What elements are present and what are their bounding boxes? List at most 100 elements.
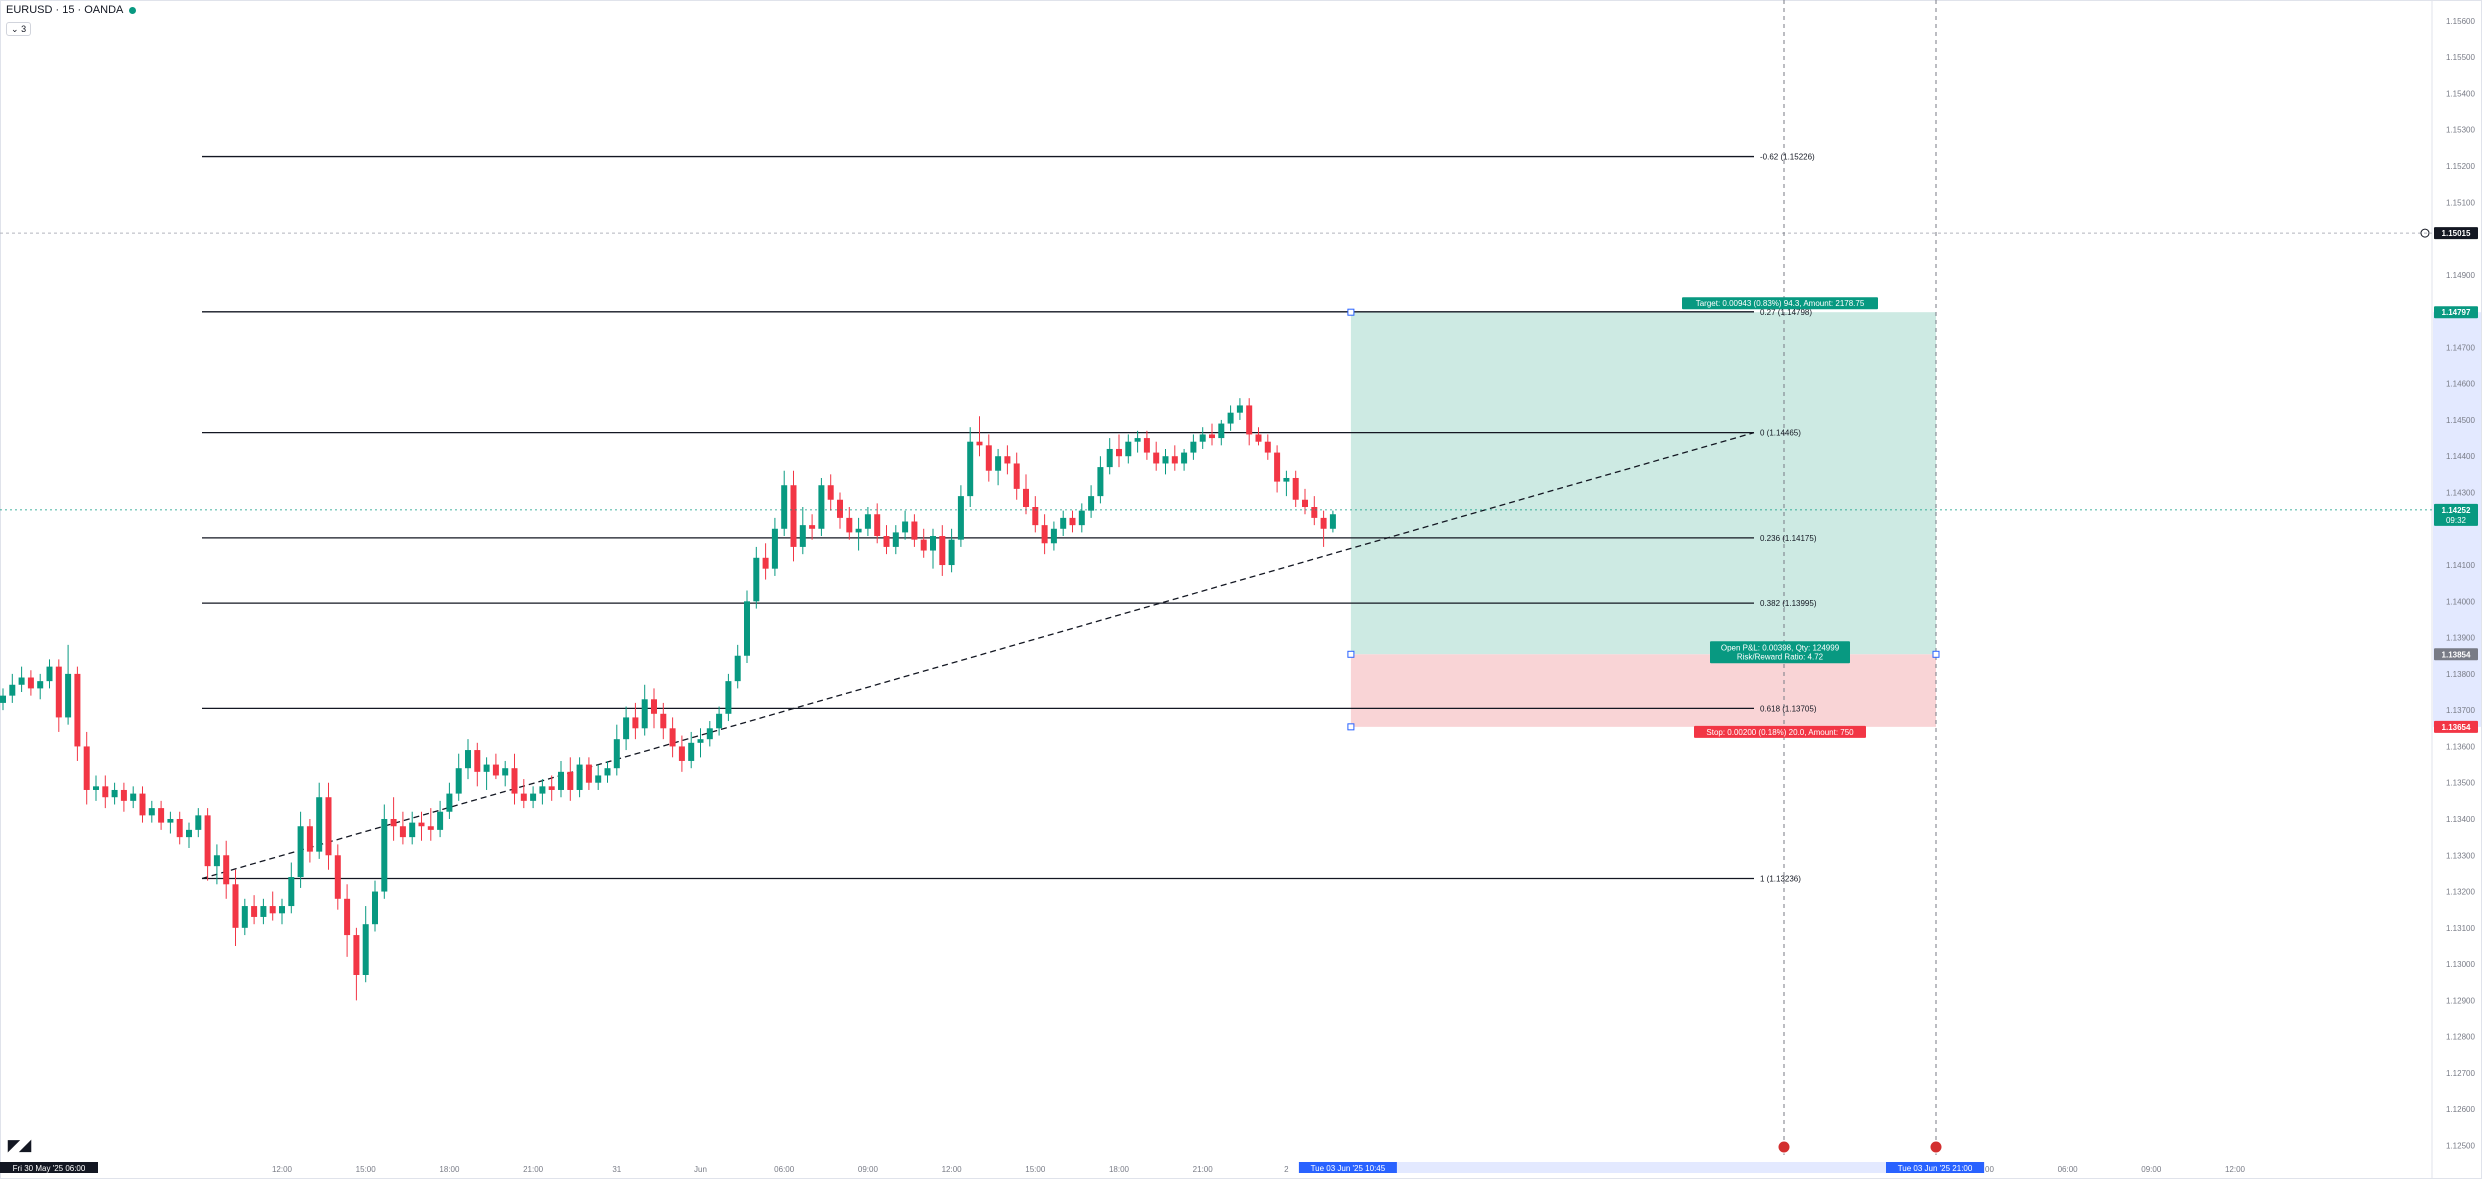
candle-body — [641, 699, 648, 729]
price-badge-text: 1.15015 — [2442, 229, 2471, 238]
candle-body — [213, 855, 220, 867]
x-tick-label: Jun — [694, 1165, 707, 1174]
open-pnl-label: Open P&L: 0.00398, Qty: 124999 — [1721, 643, 1840, 652]
price-badge-text: 1.14252 — [2442, 506, 2471, 515]
price-badge-entry — [2434, 648, 2478, 661]
candle-body — [734, 655, 741, 682]
candle-body — [558, 771, 564, 790]
y-tick-label: 1.14500 — [2446, 416, 2475, 425]
x-tick-label: 31 — [612, 1165, 621, 1174]
candle-body — [176, 818, 183, 838]
fib-level-label: 1 (1.13236) — [1760, 874, 1801, 883]
candle-body — [390, 818, 397, 827]
candle-body — [511, 768, 518, 794]
fib-level-label: 0.236 (1.14175) — [1760, 534, 1817, 543]
y-tick-label: 1.14000 — [2446, 597, 2475, 606]
time-axis-range-highlight — [1349, 1162, 1985, 1173]
candle-body — [1292, 477, 1299, 500]
candle-body — [623, 717, 630, 740]
end-date-badge-bg — [1886, 1162, 1984, 1173]
candle-body — [1097, 467, 1104, 497]
x-tick-label: 06:00 — [2058, 1165, 2079, 1174]
start-date-badge: Fri 30 May '25 06:00 — [13, 1164, 86, 1173]
y-tick-label: 1.15500 — [2446, 53, 2475, 62]
y-tick-label: 1.13600 — [2446, 742, 2475, 751]
target-label: Target: 0.00943 (0.83%) 94.3, Amount: 21… — [1696, 299, 1865, 308]
price-badge-alert — [2434, 227, 2478, 240]
candle-body — [1088, 496, 1095, 511]
entry-date-badge: Tue 03 Jun '25 10:45 — [1311, 1164, 1386, 1173]
candle-body — [269, 906, 276, 914]
candle-body — [669, 728, 676, 747]
chart-legend[interactable]: EURUSD · 15 · OANDA — [6, 4, 137, 16]
candle-body — [55, 666, 62, 718]
x-tick-label: 15:00 — [1025, 1165, 1046, 1174]
price-badge-text: 1.13854 — [2442, 650, 2471, 659]
entry-date-badge-bg — [1298, 1162, 1397, 1173]
y-tick-label: 1.14300 — [2446, 488, 2475, 497]
candle-body — [1078, 510, 1085, 526]
position-handle[interactable] — [1347, 650, 1355, 658]
candle-body — [920, 539, 927, 551]
candle-body — [1162, 456, 1169, 464]
target-label-bg — [1682, 297, 1878, 310]
y-tick-label: 1.14100 — [2446, 561, 2475, 570]
market-status-icon — [129, 6, 137, 14]
x-tick-label: 09:00 — [858, 1165, 879, 1174]
end-date-badge: Tue 03 Jun '25 21:00 — [1898, 1164, 1973, 1173]
candle-body — [1255, 434, 1262, 442]
candle-body — [874, 514, 881, 537]
fib-level-label: 0.382 (1.13995) — [1760, 599, 1817, 608]
candle-body — [1302, 499, 1308, 508]
economic-event-icon[interactable] — [1777, 1140, 1791, 1154]
y-tick-label: 1.13400 — [2446, 815, 2475, 824]
candle-body — [995, 456, 1002, 471]
candle-body — [167, 818, 174, 823]
candle-body — [985, 445, 992, 471]
candle-body — [1171, 456, 1178, 464]
candle-body — [632, 717, 639, 729]
candle-body — [260, 906, 267, 917]
candle-body — [437, 811, 444, 830]
candle-body — [1246, 405, 1253, 435]
position-handle[interactable] — [1932, 650, 1940, 658]
candle-body — [455, 768, 462, 794]
y-tick-label: 1.14900 — [2446, 271, 2475, 280]
candle-body — [381, 818, 388, 892]
position-handle[interactable] — [1347, 308, 1355, 316]
candle-body — [1032, 507, 1039, 526]
x-tick-label: 12:00 — [2225, 1165, 2246, 1174]
candle-body — [204, 815, 211, 867]
economic-event-icon[interactable] — [1929, 1140, 1943, 1154]
y-tick-label: 1.13900 — [2446, 634, 2475, 643]
candle-body — [37, 681, 44, 689]
y-tick-label: 1.13800 — [2446, 670, 2475, 679]
candle-body — [353, 935, 360, 975]
indicators-toggle[interactable]: ⌄ 3 — [6, 22, 32, 36]
candle-body — [725, 681, 732, 714]
candle-body — [427, 826, 434, 830]
candle-body — [83, 746, 90, 790]
candle-body — [790, 485, 797, 547]
candle-body — [492, 764, 499, 776]
candle-body — [595, 775, 602, 783]
position-handle[interactable] — [1347, 723, 1355, 731]
candle-body — [279, 906, 285, 914]
x-tick-label: 12:00 — [272, 1165, 293, 1174]
y-tick-label: 1.12500 — [2446, 1141, 2475, 1150]
alert-clock-icon — [2420, 228, 2430, 238]
candle-body — [957, 496, 964, 540]
candle-body — [1190, 441, 1197, 453]
candle-body — [697, 739, 704, 743]
candle-body — [818, 485, 825, 529]
candle-body — [1218, 423, 1225, 439]
candle-body — [1143, 438, 1150, 453]
candle-body — [883, 536, 890, 547]
x-tick-label: 2 — [1284, 1165, 1289, 1174]
x-tick-label: 09:00 — [2141, 1165, 2162, 1174]
candle-body — [1069, 517, 1076, 526]
candle-body — [288, 877, 295, 907]
x-tick-label: 15:00 — [356, 1165, 377, 1174]
